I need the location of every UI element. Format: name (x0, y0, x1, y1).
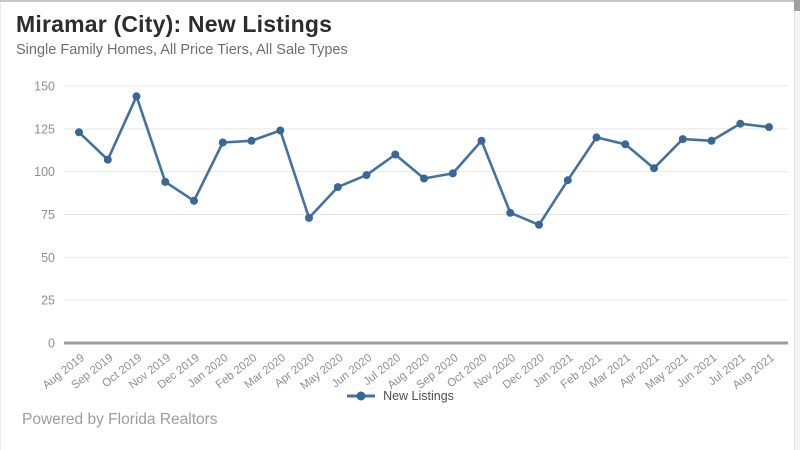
powered-by-text: Powered by Florida Realtors (22, 411, 218, 428)
data-point[interactable] (161, 177, 170, 186)
data-point[interactable] (103, 155, 112, 164)
data-point[interactable] (276, 126, 285, 135)
chart-header: Miramar (City): New Listings Single Fami… (16, 11, 348, 58)
data-point[interactable] (678, 135, 687, 144)
data-point[interactable] (190, 196, 198, 205)
series-line (77, 95, 771, 227)
y-axis-tick-label: 50 (41, 251, 55, 265)
y-axis-tick-label: 125 (34, 122, 55, 136)
data-point[interactable] (305, 213, 313, 222)
data-point[interactable] (75, 128, 83, 137)
y-axis-tick-label: 100 (34, 165, 55, 179)
chart-title: Miramar (City): New Listings (16, 11, 333, 37)
data-point[interactable] (506, 208, 515, 217)
legend-line-marker-icon (347, 391, 376, 401)
data-point[interactable] (391, 150, 400, 159)
chart-legend: New Listings (0, 389, 800, 403)
data-point[interactable] (362, 171, 371, 180)
data-point[interactable] (333, 183, 342, 192)
data-point[interactable] (420, 174, 428, 183)
y-axis-tick-label: 0 (48, 337, 55, 351)
data-point[interactable] (650, 164, 658, 173)
data-point[interactable] (535, 220, 543, 229)
card-top-border (0, 0, 800, 2)
scrollbar[interactable] (794, 0, 800, 450)
y-axis-tick-label: 150 (34, 80, 55, 94)
legend-label: New Listings (383, 389, 454, 403)
data-point[interactable] (765, 123, 773, 132)
data-point[interactable] (563, 176, 572, 185)
data-point[interactable] (218, 138, 227, 147)
data-point[interactable] (477, 136, 486, 145)
data-point[interactable] (592, 133, 601, 142)
legend-item-new-listings[interactable]: New Listings (346, 389, 454, 403)
scrollbar-thumb[interactable] (794, 0, 800, 11)
data-point[interactable] (736, 119, 745, 128)
data-point[interactable] (132, 92, 141, 101)
data-point[interactable] (707, 136, 716, 145)
chart-subtitle: Single Family Homes, All Price Tiers, Al… (16, 42, 348, 58)
data-point[interactable] (448, 169, 457, 178)
card-left-border (0, 2, 1, 450)
data-point[interactable] (621, 140, 630, 149)
y-axis-tick-label: 75 (41, 208, 55, 222)
data-point[interactable] (247, 136, 256, 145)
y-axis-tick-label: 25 (41, 294, 55, 308)
